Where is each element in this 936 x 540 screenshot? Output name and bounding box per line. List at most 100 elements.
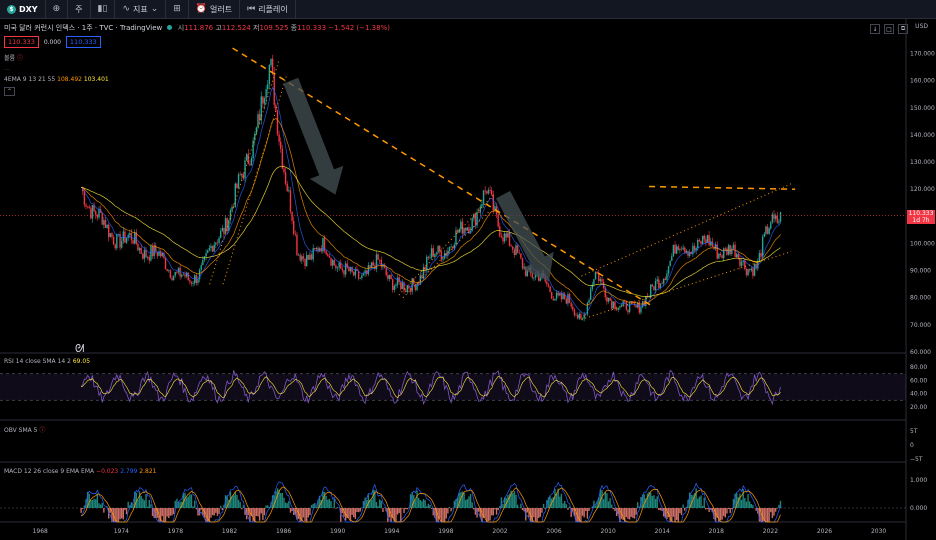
macd-histogram-bar [284,502,287,508]
candle-body [465,227,467,231]
candle-body [278,134,280,142]
candle-body [752,268,754,276]
macd-histogram-bar [364,497,366,508]
download-icon[interactable]: ↓ [870,24,880,34]
candle-body [208,248,211,251]
candle-body [445,252,447,256]
candle-body [380,259,383,267]
macd-histogram-bar [586,508,589,519]
candle-body [503,233,506,242]
candle-body [654,281,657,291]
candle-body [146,256,149,258]
macd-histogram-bar [143,500,146,508]
candle-body [83,191,86,205]
macd-histogram-bar [109,508,112,513]
macd-histogram-bar [703,497,705,508]
macd-histogram-bar [482,508,485,519]
maximize-icon[interactable]: □ [884,24,894,34]
restore-icon[interactable]: ⧉ [898,24,908,34]
macd-histogram-bar [507,495,509,508]
price-tick-label: 130.000 [910,159,935,166]
add-symbol-button[interactable]: ⊕ [46,0,69,18]
candle-body [262,96,264,104]
macd-histogram-bar [90,499,92,508]
candle-body [547,284,550,287]
candle-body [538,274,540,281]
macd-histogram-bar [542,503,545,508]
candle-body [333,260,335,266]
macd-histogram-bar [151,508,154,516]
candle-body [359,278,361,279]
macd-histogram-bar [396,508,399,515]
macd-histogram-bar [607,501,610,508]
macd-histogram-bar [171,508,173,516]
indicators-label: 지표 [132,4,148,14]
macd-tick-label: 0.000 [910,505,927,512]
macd-histogram-bar [669,508,671,522]
candle-body [236,183,238,188]
macd-histogram-bar [521,508,524,510]
alert-button[interactable]: ⏰ 얼러트 [189,0,241,18]
macd-histogram-bar [122,508,125,520]
macd-histogram-bar [414,500,417,508]
candle-body [742,260,744,262]
layouts-button[interactable]: ⊞ [166,0,189,18]
candle-body [145,249,147,258]
collapse-legend-button[interactable]: ⌃ [4,87,16,96]
macd-histogram-bar [758,508,761,522]
high-value: 112.524 [221,24,251,32]
buy-button[interactable]: 110.333 [65,36,101,48]
candle-body [119,234,121,248]
candle-body [401,282,404,290]
macd-histogram-bar [570,508,572,518]
candle-body [737,254,740,259]
candle-body [740,261,743,266]
candle-body [96,214,99,218]
candle-body [434,253,436,257]
sell-button[interactable]: 110.333 [4,36,39,48]
candle-body [716,244,718,259]
candle-body [581,318,584,320]
macd-histogram-bar [351,508,353,515]
price-tick-label: 170.000 [910,51,935,58]
macd-histogram-bar [200,508,202,510]
chart-type-button[interactable]: ▮▯ [91,0,116,18]
candle-body [421,275,423,279]
candle-body [551,292,553,299]
obv-error-icon[interactable]: ⓘ [39,427,46,434]
candle-body [98,209,100,218]
symbol-search-button[interactable]: $ DXY [0,0,46,18]
macd-histogram-bar [195,508,198,510]
candle-body [552,298,555,301]
interval-button[interactable]: 주 [68,0,91,18]
macd-histogram-bar [606,493,608,508]
candle-body [534,274,537,278]
candle-body [533,277,535,279]
candle-body [721,255,723,259]
macd-histogram-bar [417,497,420,508]
macd-histogram-bar [456,497,459,508]
candle-body [591,284,593,289]
macd-histogram-bar [645,498,647,508]
candle-body [452,246,454,249]
macd-histogram-bar [427,503,430,508]
candle-body [416,283,418,290]
close-label: 종 [290,24,298,32]
candle-body [435,252,438,254]
macd-histogram-bar [208,508,211,522]
macd-histogram-bar [763,508,765,522]
price-tick-label: 120.000 [910,186,935,193]
macd-histogram-bar [724,508,727,518]
candle-body [456,230,459,233]
replay-button[interactable]: ⏮ 리플레이 [240,0,296,18]
candle-body [583,314,585,319]
macd-histogram-bar [197,508,199,516]
macd-histogram-bar [163,508,165,522]
candle-body [624,301,626,302]
error-icon[interactable]: ⓘ [16,55,23,62]
indicators-button[interactable]: ∿ 지표 ⌄ [115,0,167,18]
ribbon-label: 4EMA 9 13 21 55 108.492 103.401 [4,76,109,83]
candle-body [674,244,676,254]
candle-body [427,256,430,258]
